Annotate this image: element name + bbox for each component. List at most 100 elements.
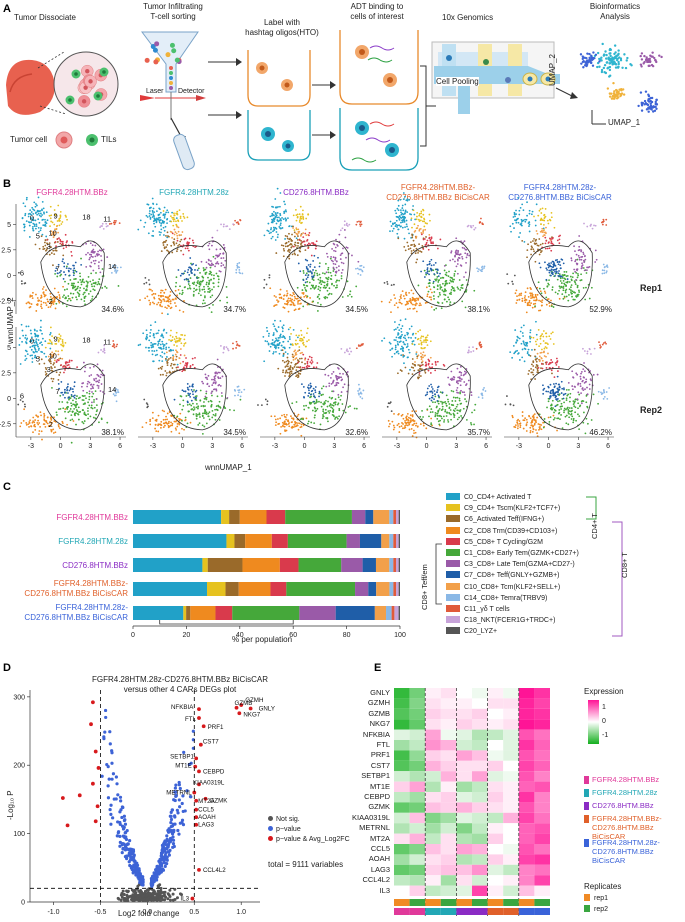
umap-cell-cl1 bbox=[208, 411, 211, 414]
umap-cell-cl1 bbox=[456, 418, 459, 421]
umap-cell-cl0 bbox=[396, 343, 399, 345]
umap-cell-cl0 bbox=[272, 351, 275, 353]
umap-cell-cl0 bbox=[148, 349, 150, 352]
umap-cell-cl0 bbox=[157, 340, 160, 343]
umap-cell-cl14 bbox=[238, 266, 241, 269]
umap-cell-cl0 bbox=[270, 228, 272, 231]
umap-cell-cl6 bbox=[162, 241, 165, 244]
umap-cell-cl1 bbox=[453, 278, 455, 281]
umap-cell-cl9 bbox=[53, 223, 56, 226]
umap-cell-cl2 bbox=[39, 426, 42, 428]
umap-cell-cl20 bbox=[513, 274, 516, 277]
umap-cell-cl9 bbox=[51, 221, 54, 224]
umap-cell-cl2 bbox=[181, 427, 183, 430]
umap-cell-cl1 bbox=[443, 288, 446, 291]
umap-cell-cl0 bbox=[39, 326, 42, 329]
umap-cell-cl9 bbox=[51, 335, 53, 338]
umap-cell-cl2 bbox=[37, 419, 40, 422]
umap-cell-cl7 bbox=[306, 259, 309, 262]
umap-cell-cl6 bbox=[297, 242, 300, 244]
umap-point bbox=[640, 58, 644, 61]
umap-cell-cl1 bbox=[580, 279, 583, 281]
umap-cell-cl1 bbox=[78, 295, 80, 297]
umap-cell-cl7 bbox=[306, 268, 309, 271]
umap-cell-cl18 bbox=[103, 347, 106, 350]
umap-cell-cl7 bbox=[72, 271, 75, 274]
umap-cell-cl6 bbox=[164, 370, 167, 372]
umap-cell-cl9 bbox=[419, 329, 422, 332]
umap-cell-cl0 bbox=[284, 203, 286, 206]
umap-cell-cl1 bbox=[329, 409, 331, 412]
umap-cell-cl9 bbox=[175, 220, 177, 223]
umap-cell-cl5 bbox=[60, 240, 63, 243]
umap-cell-cl1 bbox=[452, 409, 455, 412]
umap-cell-cl1 bbox=[308, 401, 311, 404]
umap-cell-cl0 bbox=[526, 214, 528, 217]
umap-cell-cl7 bbox=[308, 392, 311, 395]
umap-cell-cl1 bbox=[203, 288, 206, 291]
umap-cell-cl1 bbox=[556, 292, 559, 295]
umap-point bbox=[623, 53, 626, 56]
umap-cell-cl9 bbox=[61, 342, 64, 344]
umap-cell-cl3 bbox=[91, 401, 93, 404]
umap-cell-cl18 bbox=[105, 222, 108, 225]
umap-cell-cl7 bbox=[73, 396, 76, 399]
umap-cell-cl1 bbox=[302, 418, 304, 421]
umap-cell-cl2 bbox=[175, 305, 177, 307]
umap-cell-cl0 bbox=[278, 225, 281, 228]
umap-cell-cl2 bbox=[146, 295, 149, 298]
umap-cell-cl6 bbox=[47, 359, 50, 362]
umap-cell-cl10 bbox=[416, 227, 419, 229]
umap-point bbox=[590, 56, 594, 59]
umap-cell-cl1 bbox=[67, 411, 70, 414]
umap-cell-cl6 bbox=[530, 245, 533, 248]
umap-cell-cl1 bbox=[428, 270, 431, 273]
umap-cell-cl2 bbox=[166, 307, 168, 310]
umap-point bbox=[584, 64, 588, 67]
umap-cell-cl3 bbox=[574, 260, 577, 263]
umap-cell-cl3 bbox=[443, 264, 446, 267]
umap-cell-cl14 bbox=[362, 266, 365, 269]
umap-percent: 52.9% bbox=[589, 305, 612, 314]
umap-cell-cl1 bbox=[353, 407, 356, 410]
umap-cell-cl0 bbox=[389, 349, 392, 352]
umap-cell-cl5 bbox=[422, 248, 425, 250]
umap-cell-cl6 bbox=[46, 243, 49, 246]
umap-cell-cl1 bbox=[98, 283, 101, 286]
umap-cell-cl1 bbox=[333, 415, 335, 418]
umap-cell-cl9 bbox=[425, 341, 428, 344]
umap-cell-cl11 bbox=[235, 221, 238, 224]
umap-cell-cl1 bbox=[207, 290, 209, 293]
umap-cell-cl2 bbox=[526, 304, 529, 307]
umap-cell-cl1 bbox=[335, 279, 338, 282]
umap-cell-cl6 bbox=[34, 243, 37, 246]
umap-cell-cl2 bbox=[289, 299, 291, 302]
umap-cell-cl0 bbox=[168, 346, 170, 349]
umap-cell-cl18 bbox=[225, 346, 228, 349]
umap-cell-cl0 bbox=[153, 217, 156, 220]
umap-cell-cl2 bbox=[279, 432, 282, 435]
umap-cell-cl1 bbox=[218, 419, 221, 421]
umap-cell-cl1 bbox=[445, 300, 448, 303]
umap-cell-cl3 bbox=[91, 391, 93, 393]
umap-cell-cl10 bbox=[293, 355, 295, 357]
umap-cell-cl1 bbox=[430, 422, 433, 425]
umap-cell-cl7 bbox=[73, 394, 76, 397]
umap-cell-cl1 bbox=[331, 390, 334, 393]
umap-cell-cl7 bbox=[423, 276, 426, 278]
umap-cell-cl0 bbox=[284, 209, 287, 212]
umap-cell-cl3 bbox=[219, 270, 222, 273]
umap-cell-cl2 bbox=[290, 303, 292, 306]
umap-cell-cl2 bbox=[164, 288, 167, 291]
umap-cell-cl2 bbox=[269, 287, 272, 290]
umap-cell-cl9 bbox=[298, 334, 300, 337]
umap-cell-cl3 bbox=[454, 254, 456, 257]
umap-cell-cl0 bbox=[277, 339, 280, 342]
umap-cell-cl0 bbox=[276, 236, 279, 239]
umap-cell-cl2 bbox=[412, 303, 414, 306]
umap-cell-cl18 bbox=[97, 351, 100, 354]
umap-cell-cl2 bbox=[518, 294, 520, 297]
umap-cell-cl2 bbox=[42, 291, 45, 294]
umap-cell-cl1 bbox=[322, 403, 325, 405]
umap-cell-cl1 bbox=[96, 283, 99, 286]
